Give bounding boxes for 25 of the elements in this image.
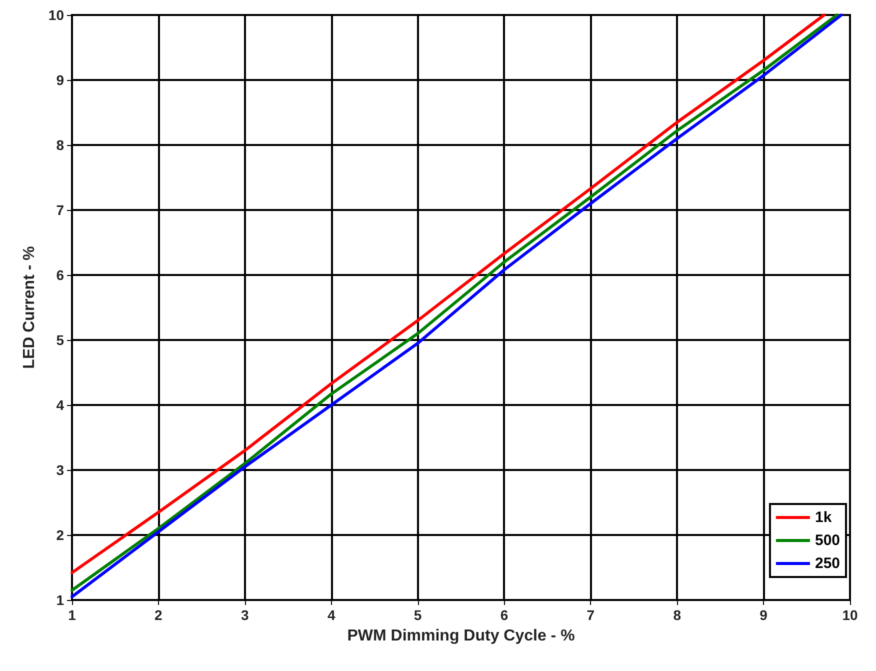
legend-label: 500 (814, 532, 840, 549)
y-tick-label: 6 (56, 267, 64, 283)
x-tick-label: 7 (586, 607, 595, 623)
y-tick-label: 10 (48, 7, 64, 23)
x-tick-label: 9 (760, 607, 768, 623)
y-tick-label: 7 (56, 202, 64, 218)
x-tick-label: 5 (414, 607, 422, 623)
y-tick-label: 5 (56, 332, 64, 348)
legend-label: 250 (814, 555, 840, 572)
x-tick-label: 8 (673, 607, 682, 623)
x-tick-label: 4 (327, 607, 336, 623)
x-tick-label: 2 (154, 607, 163, 623)
legend-label: 1k (814, 509, 832, 526)
x-tick-label: 10 (842, 607, 858, 623)
y-tick-label: 3 (56, 462, 64, 478)
y-axis-title: LED Current - % (21, 246, 38, 369)
x-tick-label: 6 (500, 607, 508, 623)
x-tick-label: 1 (68, 607, 76, 623)
y-tick-label: 8 (56, 137, 64, 153)
y-tick-label: 1 (56, 592, 64, 608)
y-tick-label: 4 (56, 397, 64, 413)
x-tick-label: 3 (240, 607, 249, 623)
y-tick-label: 9 (56, 72, 64, 88)
y-tick-label: 2 (56, 527, 64, 543)
x-axis-title: PWM Dimming Duty Cycle - % (347, 628, 575, 644)
